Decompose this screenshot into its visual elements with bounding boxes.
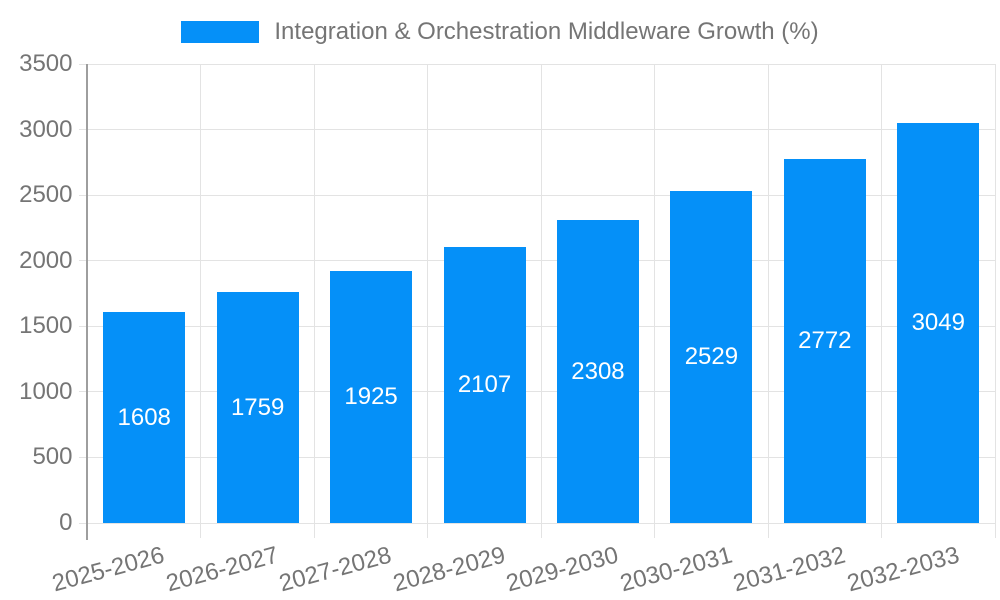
bar[interactable]: 1925 bbox=[330, 270, 413, 523]
bar-value-label: 2529 bbox=[684, 343, 739, 371]
gridline-horizontal bbox=[78, 456, 995, 458]
bar[interactable]: 1608 bbox=[103, 312, 186, 523]
gridline-vertical bbox=[313, 64, 315, 538]
gridline-horizontal bbox=[78, 522, 995, 524]
x-axis-tick-label: 2028-2029 bbox=[390, 541, 508, 598]
x-axis-tick-label: 2030-2031 bbox=[616, 541, 735, 598]
bar[interactable]: 3049 bbox=[897, 123, 980, 523]
y-axis-tick-label: 1000 bbox=[19, 377, 73, 405]
x-axis-tick-label: 2027-2028 bbox=[276, 541, 395, 598]
y-axis-tick-label: 3500 bbox=[19, 50, 73, 77]
bar-value-label: 1608 bbox=[117, 403, 171, 431]
gridline-horizontal bbox=[78, 325, 995, 327]
y-axis-line bbox=[85, 64, 88, 540]
gridline-horizontal bbox=[78, 391, 995, 393]
bar[interactable]: 2308 bbox=[556, 220, 639, 523]
bar[interactable]: 2107 bbox=[443, 246, 526, 523]
x-axis-tick-label: 2029-2030 bbox=[503, 541, 622, 598]
legend-swatch[interactable] bbox=[181, 21, 260, 43]
legend-label: Integration & Orchestration Middleware G… bbox=[274, 18, 819, 45]
y-axis-tick-label: 1500 bbox=[19, 312, 73, 340]
gridline-vertical bbox=[654, 64, 656, 538]
x-axis-tick-label: 2032-2033 bbox=[843, 541, 962, 598]
y-axis-tick-label: 3000 bbox=[19, 115, 73, 143]
bar-value-label: 1925 bbox=[344, 382, 398, 410]
gridline-horizontal bbox=[78, 260, 995, 262]
gridline-horizontal bbox=[78, 129, 995, 131]
bar-value-label: 1759 bbox=[230, 393, 285, 421]
x-axis-tick-label: 2025-2026 bbox=[49, 541, 168, 598]
y-axis-tick-label: 2000 bbox=[19, 246, 73, 274]
bar[interactable]: 2772 bbox=[783, 159, 866, 523]
gridline-vertical bbox=[994, 64, 996, 538]
gridline-vertical bbox=[767, 64, 769, 538]
bar-value-label: 2772 bbox=[798, 327, 852, 355]
y-axis-tick-label: 500 bbox=[32, 443, 73, 471]
legend[interactable]: Integration & Orchestration Middleware G… bbox=[0, 18, 1000, 46]
y-axis-tick-label: 2500 bbox=[19, 181, 73, 209]
gridline-vertical bbox=[881, 64, 883, 538]
gridline-horizontal bbox=[78, 63, 995, 65]
gridline-horizontal bbox=[78, 194, 995, 196]
bar-value-label: 2308 bbox=[571, 357, 625, 385]
bar[interactable]: 2529 bbox=[670, 191, 753, 523]
bar-value-label: 3049 bbox=[911, 309, 965, 337]
bar[interactable]: 1759 bbox=[216, 292, 299, 523]
x-axis-tick-label: 2031-2032 bbox=[730, 541, 849, 598]
gridline-vertical bbox=[200, 64, 202, 538]
y-axis-tick-label: 0 bbox=[59, 509, 73, 536]
x-axis-tick-label: 2026-2027 bbox=[163, 541, 282, 598]
gridline-vertical bbox=[427, 64, 429, 538]
gridline-vertical bbox=[540, 64, 542, 538]
bar-value-label: 2107 bbox=[457, 370, 512, 398]
